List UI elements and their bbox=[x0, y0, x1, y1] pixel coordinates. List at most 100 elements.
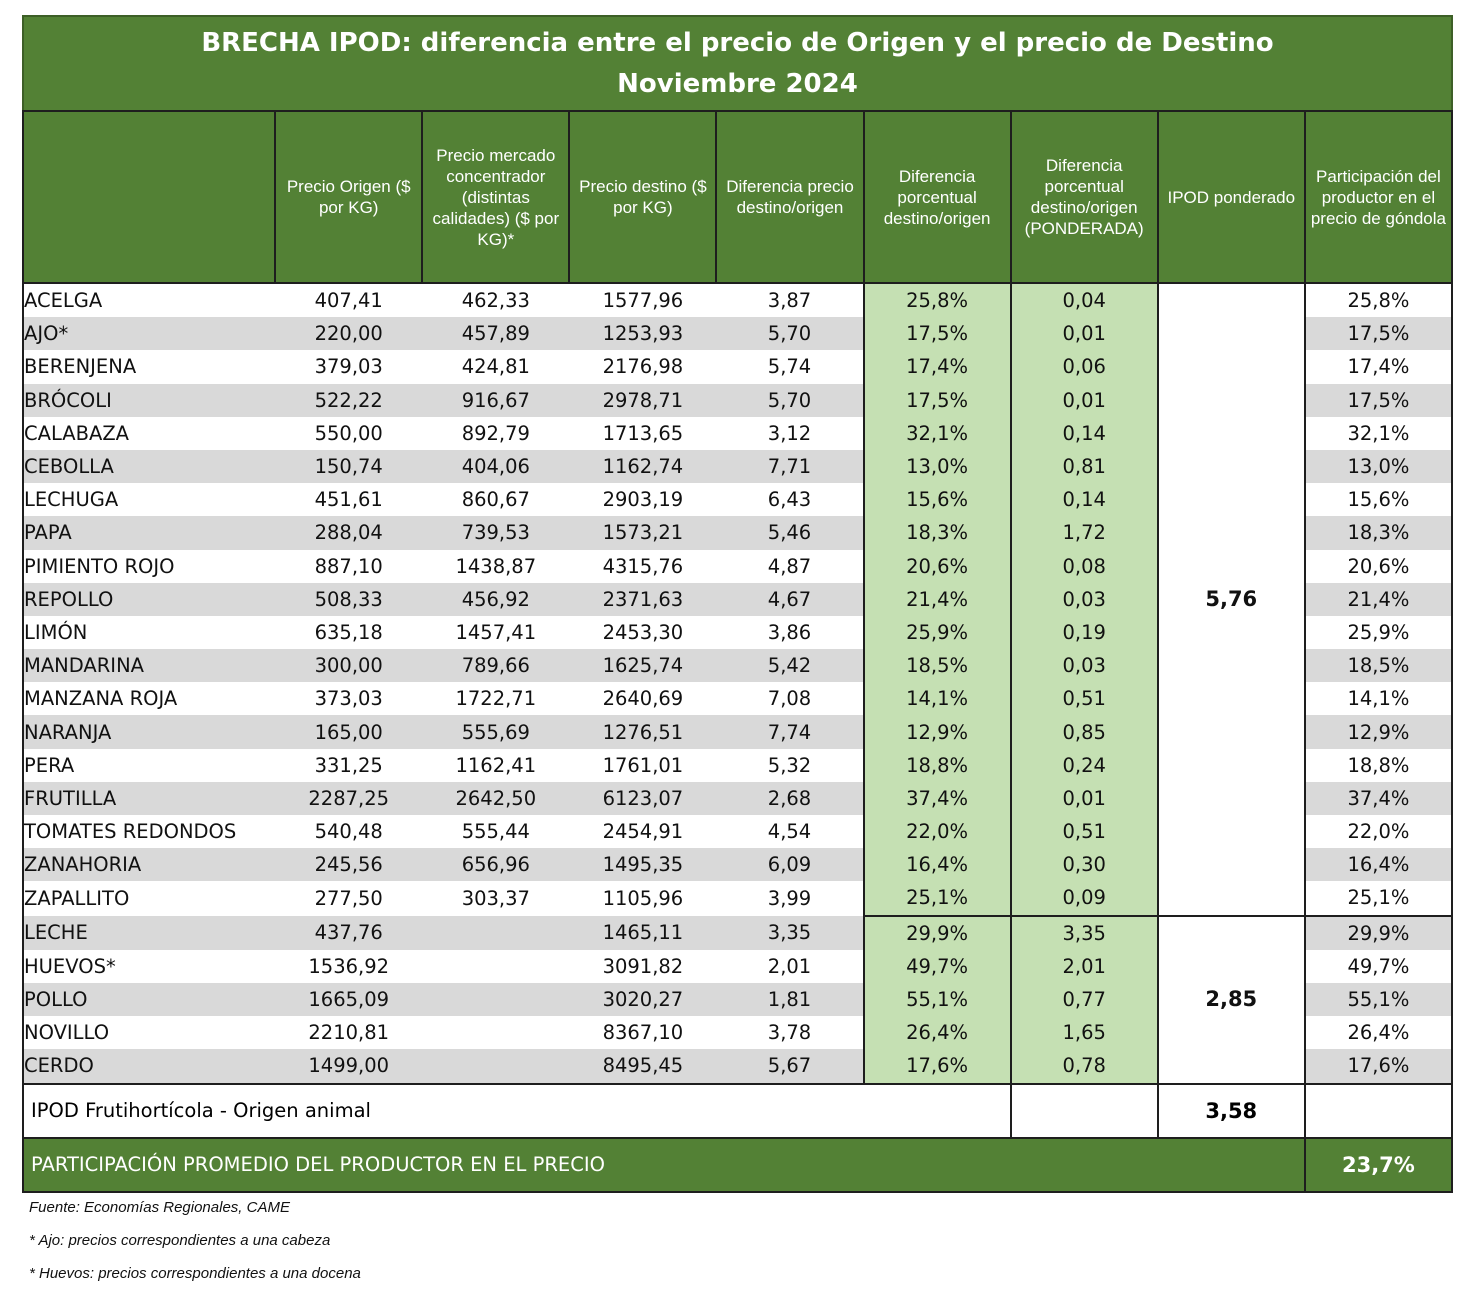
cell-diferencia-precio: 3,35 bbox=[716, 915, 864, 950]
cell-diferencia-porcentual: 20,6% bbox=[862, 549, 1011, 583]
cell-participacion: 18,5% bbox=[1303, 649, 1454, 683]
cell-diferencia-precio: 5,70 bbox=[716, 317, 864, 351]
header-participacion: Participación del productor en el precio… bbox=[1303, 110, 1454, 284]
cell-product-name: LECHE bbox=[21, 915, 276, 950]
cell-diferencia-ponderada: 0,03 bbox=[1009, 582, 1158, 616]
cell-precio-origen: 550,00 bbox=[314, 421, 383, 445]
header-precio-origen: Precio Origen ($ por KG) bbox=[274, 110, 424, 284]
cell-precio-mercado bbox=[422, 915, 570, 950]
cell-precio-mercado: 916,67 bbox=[422, 383, 570, 417]
table-row: ZAPALLITO 277,50 303,37 1105,96 3,99 25,1% 0,0… bbox=[21, 881, 1454, 916]
cell-product-name: FRUTILLA bbox=[21, 781, 276, 815]
cell-diferencia-ponderada: 3,35 bbox=[1009, 914, 1158, 950]
cell-diferencia-precio: 7,74 bbox=[716, 715, 864, 749]
header-diferencia-precio: Diferencia precio destino/origen bbox=[715, 110, 865, 284]
ipod-summary-row: IPOD Frutihortícola - Origen animal 3,58 bbox=[22, 1082, 1454, 1138]
cell-diferencia-ponderada: 1,72 bbox=[1009, 516, 1158, 550]
header-diferencia-ponderada: Diferencia porcentual destino/origen (PO… bbox=[1009, 110, 1159, 284]
cell-product-name: PAPA bbox=[21, 516, 276, 550]
table-row: AJO* 220,00 457,89 1253,93 5,70 17,5% 0,01 17,5… bbox=[21, 317, 1454, 351]
cell-diferencia-precio: 5,32 bbox=[767, 753, 812, 777]
cell-precio-mercado: 1722,71 bbox=[455, 687, 537, 711]
cell-participacion: 14,1% bbox=[1303, 682, 1454, 716]
cell-precio-origen: 887,10 bbox=[314, 554, 383, 578]
cell-diferencia-porcentual: 55,1% bbox=[862, 982, 1011, 1017]
cell-participacion: 17,5% bbox=[1303, 317, 1454, 351]
table-row: BERENJENA 379,03 424,81 2176,98 5,74 17,4% 0,0… bbox=[21, 350, 1454, 384]
cell-diferencia-porcentual: 17,5% bbox=[862, 383, 1011, 417]
ipod-table: Precio Origen ($ por KG) Precio mercado … bbox=[21, 110, 1454, 1193]
table-row: LECHE 437,76 1465,11 3,35 29,9% 3,35 2,85 29,9% bbox=[21, 914, 1454, 1084]
cell-precio-destino: 1625,74 bbox=[569, 649, 717, 683]
cell-precio-destino: 6123,07 bbox=[569, 781, 717, 815]
cell-precio-destino: 1577,96 bbox=[602, 289, 684, 313]
cell-precio-destino: 8495,45 bbox=[569, 1049, 717, 1084]
cell-product-name: REPOLLO bbox=[21, 582, 276, 616]
table-row: FRUTILLA 2287,25 2642,50 6123,07 2,68 37,4% 0,… bbox=[21, 781, 1454, 815]
cell-diferencia-porcentual: 17,6% bbox=[862, 1049, 1011, 1084]
cell-diferencia-ponderada: 0,01 bbox=[1009, 781, 1158, 815]
table-row: LECHUGA 451,61 860,67 2903,19 6,43 15,6% 0,14 1… bbox=[21, 483, 1454, 517]
participacion-label: PARTICIPACIÓN PROMEDIO DEL PRODUCTOR EN … bbox=[22, 1136, 1305, 1193]
cell-precio-destino: 2454,91 bbox=[602, 820, 684, 844]
cell-participacion: 22,0% bbox=[1303, 815, 1454, 849]
cell-diferencia-precio: 3,87 bbox=[767, 289, 812, 313]
cell-product-name: CERDO bbox=[21, 1049, 276, 1084]
cell-participacion: 13,0% bbox=[1303, 449, 1454, 484]
cell-precio-destino: 1253,93 bbox=[569, 317, 717, 351]
table-body: ACELGA 407,41 462,33 1577,96 3,87 25,8% 0,04 5,… bbox=[21, 283, 1454, 1084]
cell-product-name: CALABAZA bbox=[21, 416, 276, 450]
cell-diferencia-ponderada: 0,24 bbox=[1009, 748, 1158, 782]
cell-participacion: 55,1% bbox=[1303, 982, 1454, 1017]
participacion-row: PARTICIPACIÓN PROMEDIO DEL PRODUCTOR EN … bbox=[22, 1136, 1454, 1193]
cell-diferencia-precio: 5,67 bbox=[716, 1049, 864, 1084]
cell-precio-mercado: 892,79 bbox=[461, 421, 530, 445]
cell-diferencia-porcentual: 18,5% bbox=[862, 649, 1011, 683]
cell-precio-destino: 8367,10 bbox=[602, 1021, 684, 1045]
cell-precio-origen: 150,74 bbox=[275, 449, 423, 484]
cell-diferencia-porcentual: 25,9% bbox=[862, 615, 1011, 650]
cell-diferencia-ponderada: 0,06 bbox=[1009, 350, 1158, 384]
table-row: LIMÓN 635,18 1457,41 2453,30 3,86 25,9% 0,19 25… bbox=[21, 615, 1454, 650]
table-row: ZANAHORIA 245,56 656,96 1495,35 6,09 16,4% 0,3… bbox=[21, 848, 1454, 882]
source-note: Fuente: Economías Regionales, CAME bbox=[29, 1199, 290, 1216]
cell-diferencia-precio: 6,09 bbox=[716, 848, 864, 882]
cell-diferencia-ponderada: 0,14 bbox=[1009, 483, 1158, 517]
cell-precio-mercado: 404,06 bbox=[422, 449, 570, 484]
cell-diferencia-ponderada: 0,78 bbox=[1009, 1049, 1158, 1084]
cell-diferencia-porcentual: 37,4% bbox=[862, 781, 1011, 815]
cell-product-name: LECHUGA bbox=[21, 483, 276, 517]
cell-precio-mercado: 1162,41 bbox=[455, 753, 537, 777]
cell-participacion: 20,6% bbox=[1303, 549, 1454, 583]
cell-precio-mercado: 555,44 bbox=[461, 820, 530, 844]
cell-diferencia-precio: 3,99 bbox=[767, 886, 812, 910]
cell-diferencia-porcentual: 26,4% bbox=[862, 1016, 1011, 1050]
huevos-note: * Huevos: precios correspondientes a una… bbox=[29, 1265, 361, 1282]
cell-diferencia-porcentual: 13,0% bbox=[862, 449, 1011, 484]
cell-precio-origen: 379,03 bbox=[314, 355, 383, 379]
table-row: REPOLLO 508,33 456,92 2371,63 4,67 21,4% 0,03 2… bbox=[21, 582, 1454, 616]
cell-diferencia-precio: 7,08 bbox=[767, 687, 812, 711]
cell-diferencia-porcentual: 17,5% bbox=[862, 317, 1011, 351]
cell-precio-origen: 288,04 bbox=[275, 516, 423, 550]
cell-product-name: BRÓCOLI bbox=[21, 383, 276, 417]
cell-product-name: BERENJENA bbox=[21, 350, 276, 384]
table-row: PIMIENTO ROJO 887,10 1438,87 4315,76 4,87 20,… bbox=[21, 549, 1454, 583]
cell-product-name: CEBOLLA bbox=[21, 449, 276, 484]
cell-precio-origen: 522,22 bbox=[275, 383, 423, 417]
table-row: TOMATES REDONDOS 540,48 555,44 2454,91 4,54 2… bbox=[21, 815, 1454, 849]
header-diferencia-porcentual: Diferencia porcentual destino/origen bbox=[862, 110, 1012, 284]
cell-diferencia-ponderada: 0,14 bbox=[1009, 416, 1158, 450]
cell-precio-origen: 437,76 bbox=[275, 915, 423, 950]
table-row: CALABAZA 550,00 892,79 1713,65 3,12 32,1% 0,14… bbox=[21, 416, 1454, 450]
header-precio-mercado: Precio mercado concentrador (distintas c… bbox=[421, 110, 571, 284]
cell-diferencia-ponderada: 0,81 bbox=[1009, 449, 1158, 484]
cell-diferencia-precio: 4,54 bbox=[767, 820, 812, 844]
cell-precio-origen: 373,03 bbox=[314, 687, 383, 711]
cell-product-name: PERA bbox=[21, 748, 276, 782]
participacion-value: 23,7% bbox=[1303, 1136, 1454, 1193]
cell-diferencia-precio: 4,67 bbox=[716, 582, 864, 616]
table-row: MANDARINA 300,00 789,66 1625,74 5,42 18,5% 0,0… bbox=[21, 649, 1454, 683]
cell-product-name: MANDARINA bbox=[21, 649, 276, 683]
table-row: MANZANA ROJA 373,03 1722,71 2640,69 7,08 14,1… bbox=[21, 682, 1454, 716]
